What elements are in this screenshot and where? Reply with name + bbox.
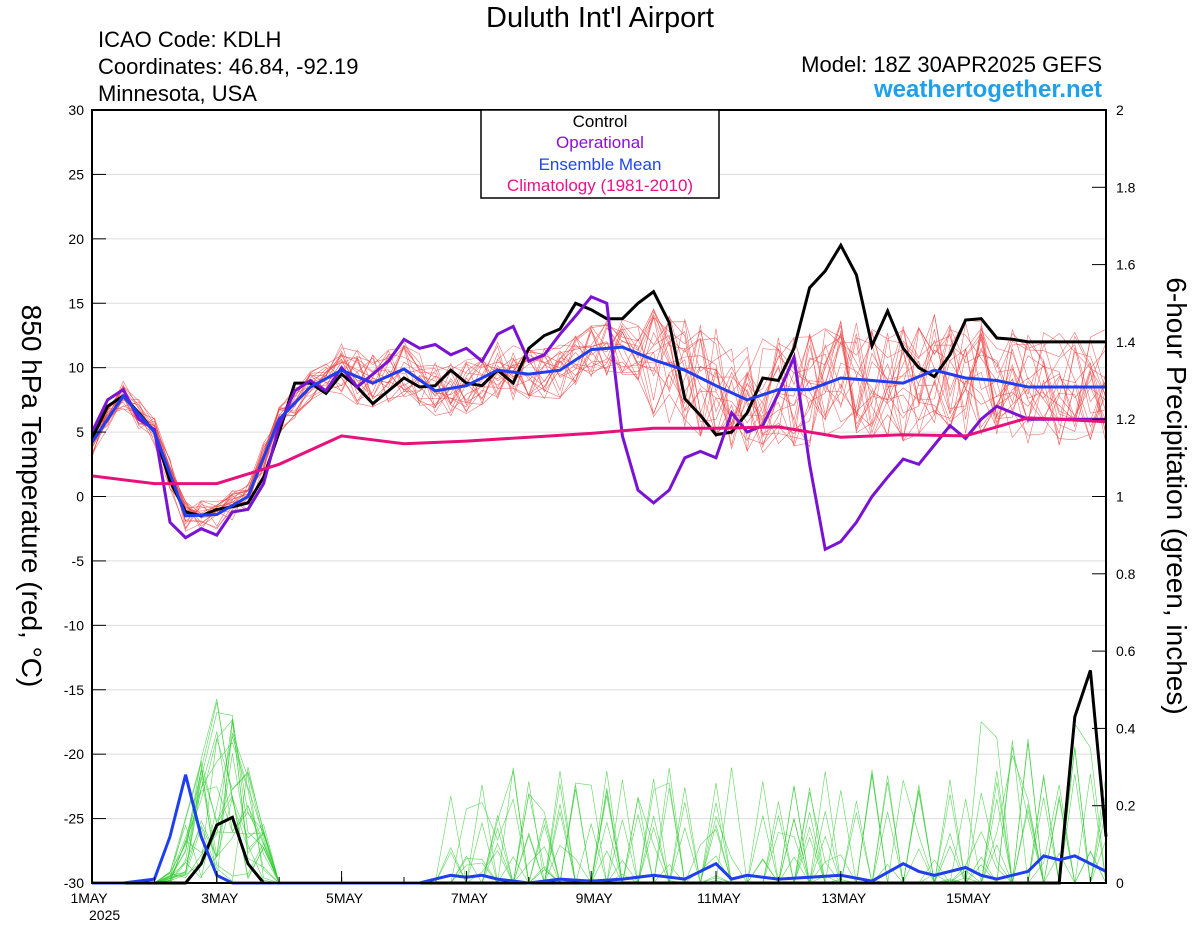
legend-operational: Operational xyxy=(556,133,644,152)
y-tick-label-left: 20 xyxy=(68,231,84,247)
x-year-label: 2025 xyxy=(89,907,120,923)
y-tick-label-left: 25 xyxy=(68,166,84,182)
temperature-member-line xyxy=(91,321,1107,514)
x-tick-label: 15MAY xyxy=(946,890,992,906)
y-axis-label-left: 850 hPa Temperature (red, °C) xyxy=(16,305,47,688)
y-tick-label-right: 1.4 xyxy=(1116,334,1136,350)
model-run: Model: 18Z 30APR2025 GEFS xyxy=(801,52,1102,77)
y-tick-label-left: -30 xyxy=(64,875,84,891)
temp-series-climatology-1981-2010 xyxy=(91,416,1107,486)
x-tick-label: 3MAY xyxy=(201,890,239,906)
y-tick-label-right: 2 xyxy=(1116,102,1124,118)
y-tick-label-right: 0 xyxy=(1116,875,1124,891)
x-tick-label: 5MAY xyxy=(326,890,364,906)
site-link[interactable]: weathertogether.net xyxy=(873,76,1102,103)
x-tick-label: 11MAY xyxy=(697,890,741,906)
icao-code: ICAO Code: KDLH xyxy=(98,27,282,52)
legend-climatology: Climatology (1981-2010) xyxy=(507,176,693,195)
y-tick-label-left: 15 xyxy=(68,295,84,311)
y-axis-label-right: 6-hour Precipitation (green, inches) xyxy=(1161,277,1192,714)
legend-box xyxy=(480,109,720,199)
coordinates: Coordinates: 46.84, -92.19 xyxy=(98,54,359,79)
axis-ticks: 302520151050-5-10-15-20-25-3021.81.61.41… xyxy=(64,102,1136,923)
y-tick-label-left: 0 xyxy=(76,489,84,505)
temp-series-ensemble-mean xyxy=(90,345,1106,518)
y-tick-label-right: 0.2 xyxy=(1116,798,1136,814)
y-tick-label-left: -15 xyxy=(64,682,84,698)
temperature-member-line xyxy=(91,324,1107,525)
y-tick-label-right: 0.4 xyxy=(1116,720,1136,736)
temp-series-control xyxy=(90,242,1106,518)
y-tick-label-left: -25 xyxy=(64,811,84,827)
legend-ensemble-mean: Ensemble Mean xyxy=(539,155,662,174)
y-tick-label-right: 1.2 xyxy=(1116,411,1136,427)
y-tick-label-right: 1 xyxy=(1116,489,1124,505)
y-tick-label-left: 5 xyxy=(76,424,84,440)
y-tick-label-left: -10 xyxy=(64,617,84,633)
legend: Control Operational Ensemble Mean Climat… xyxy=(480,109,720,199)
y-tick-label-right: 1.8 xyxy=(1116,179,1136,195)
y-tick-label-left: 10 xyxy=(68,360,84,376)
y-tick-label-left: 30 xyxy=(68,102,84,118)
y-tick-label-right: 0.8 xyxy=(1116,566,1136,582)
series-lines xyxy=(90,242,1108,885)
y-tick-label-left: -20 xyxy=(64,746,84,762)
chart-title: Duluth Int'l Airport xyxy=(486,2,714,34)
temperature-member-line xyxy=(91,322,1107,516)
location-state: Minnesota, USA xyxy=(98,81,257,106)
temp-series-operational xyxy=(90,294,1106,552)
legend-control: Control xyxy=(573,112,628,131)
x-tick-label: 7MAY xyxy=(451,890,489,906)
x-tick-label: 9MAY xyxy=(576,890,614,906)
y-tick-label-right: 1.6 xyxy=(1116,257,1136,273)
y-tick-label-left: -5 xyxy=(72,553,85,569)
y-tick-label-right: 0.6 xyxy=(1116,643,1136,659)
temperature-member-line xyxy=(91,310,1107,524)
ensemble-members xyxy=(91,109,1107,885)
x-tick-label: 1MAY xyxy=(70,890,108,906)
x-tick-label: 13MAY xyxy=(821,890,867,906)
precip-series-control xyxy=(92,669,1108,885)
